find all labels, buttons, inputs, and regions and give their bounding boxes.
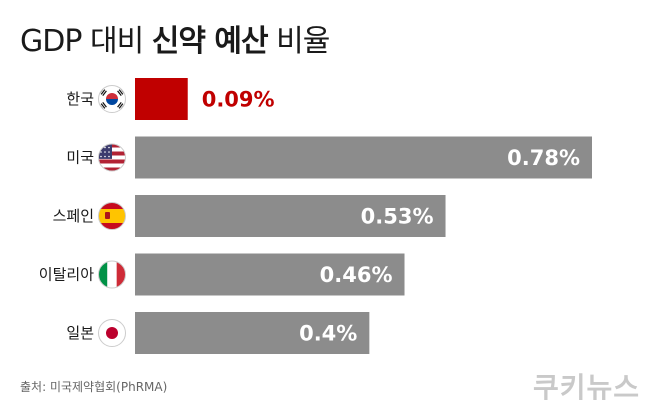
category-label: 스페인 xyxy=(53,207,94,225)
title-part-2: 신약 예산 xyxy=(151,24,269,59)
bar xyxy=(135,136,592,179)
bar xyxy=(135,195,446,237)
bar xyxy=(135,312,370,354)
bar xyxy=(135,253,405,296)
category-label: 미국 xyxy=(66,149,94,167)
data-label: 0.78% xyxy=(507,146,580,170)
data-label: 0.53% xyxy=(361,205,434,229)
source-note: 출처: 미국제약협회(PhRMA) xyxy=(20,380,168,394)
title-part-1: GDP 대비 xyxy=(20,24,152,59)
usa-flag-icon xyxy=(98,143,126,172)
data-label: 0.4% xyxy=(299,322,357,346)
category-label: 한국 xyxy=(66,90,94,108)
category-label: 일본 xyxy=(66,324,94,342)
data-label: 0.09% xyxy=(202,88,275,112)
spain-flag-icon xyxy=(98,202,126,230)
title-part-3: 비율 xyxy=(267,24,330,59)
category-label: 이탈리아 xyxy=(39,266,94,284)
korea-flag-icon xyxy=(98,85,126,113)
publisher-logo: 쿠키뉴스 xyxy=(532,371,640,404)
data-label: 0.46% xyxy=(320,263,393,287)
italy-flag-icon xyxy=(98,260,126,289)
chart-title: GDP 대비 신약 예산 비율 xyxy=(20,16,330,60)
bar xyxy=(135,78,188,120)
japan-flag-icon xyxy=(98,319,126,347)
